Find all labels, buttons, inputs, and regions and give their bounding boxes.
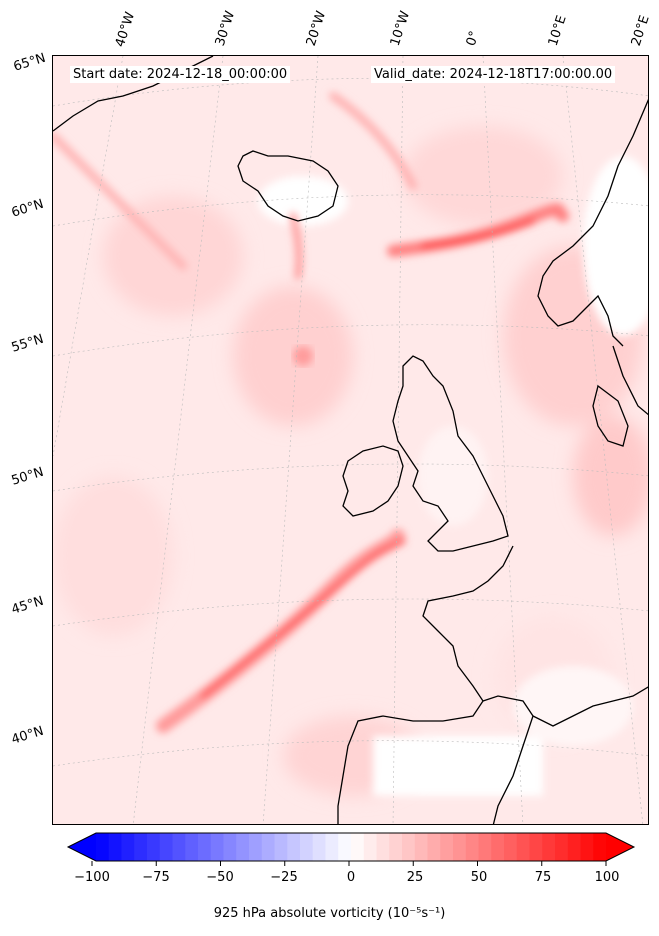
colorbar-tick-label: 75 bbox=[534, 870, 552, 885]
colorbar-segment bbox=[427, 833, 441, 861]
colorbar-segment bbox=[555, 833, 569, 861]
colorbar-segment bbox=[567, 833, 581, 861]
colorbar-tick-label: −75 bbox=[142, 870, 170, 885]
start-date-label: Start date: 2024-12-18_00:00:00 bbox=[70, 66, 291, 83]
lon-label-0: 0° bbox=[463, 29, 483, 48]
lon-label-20w: 20°W bbox=[303, 9, 330, 48]
colorbar-segment bbox=[542, 833, 556, 861]
colorbar-segment bbox=[172, 833, 186, 861]
colorbar-segment bbox=[325, 833, 339, 861]
lat-label-40n: 40°N bbox=[9, 723, 46, 748]
vorticity-bands bbox=[53, 92, 569, 733]
colorbar-tick-label: −50 bbox=[206, 870, 234, 885]
lon-label-10e: 10°E bbox=[545, 13, 570, 49]
colorbar-min-arrow bbox=[68, 833, 96, 861]
colorbar-segment bbox=[376, 833, 390, 861]
colorbar-segment bbox=[210, 833, 224, 861]
colorbar-segment bbox=[414, 833, 428, 861]
colorbar-tick-label: 0 bbox=[346, 870, 356, 885]
colorbar-segment bbox=[351, 833, 365, 861]
colorbar-segment bbox=[249, 833, 263, 861]
colorbar-tick-label: 100 bbox=[594, 870, 620, 885]
colorbar-segment bbox=[529, 833, 543, 861]
lon-label-40w: 40°W bbox=[112, 10, 139, 49]
lon-label-20e: 20°E bbox=[628, 13, 653, 49]
colorbar-segment bbox=[159, 833, 173, 861]
lon-label-30w: 30°W bbox=[212, 9, 239, 48]
colorbar-segment bbox=[389, 833, 403, 861]
colorbar-segment bbox=[478, 833, 492, 861]
map-panel bbox=[52, 55, 649, 825]
colorbar-segment bbox=[402, 833, 416, 861]
colorbar-segment bbox=[491, 833, 505, 861]
lat-label-60n: 60°N bbox=[9, 196, 46, 221]
colorbar-segment bbox=[185, 833, 199, 861]
lon-label-10w: 10°W bbox=[387, 9, 414, 48]
lat-label-45n: 45°N bbox=[9, 593, 46, 618]
lat-label-50n: 50°N bbox=[9, 464, 46, 489]
colorbar-segment bbox=[96, 833, 110, 861]
lat-label-65n: 65°N bbox=[11, 50, 48, 75]
colorbar-segments bbox=[96, 833, 607, 861]
colorbar-segment bbox=[236, 833, 250, 861]
colorbar-segment bbox=[121, 833, 135, 861]
lat-label-55n: 55°N bbox=[9, 331, 46, 356]
colorbar-segment bbox=[198, 833, 212, 861]
colorbar-tick-label: −25 bbox=[270, 870, 298, 885]
colorbar-segment bbox=[338, 833, 352, 861]
colorbar-segment bbox=[108, 833, 122, 861]
colorbar-segment bbox=[516, 833, 530, 861]
colorbar-segment bbox=[274, 833, 288, 861]
colorbar-segment bbox=[363, 833, 377, 861]
colorbar-segment bbox=[300, 833, 314, 861]
colorbar-segment bbox=[312, 833, 326, 861]
vorticity-map bbox=[53, 56, 648, 824]
colorbar-tick-label: 50 bbox=[470, 870, 488, 885]
colorbar-segment bbox=[453, 833, 467, 861]
colorbar-segment bbox=[465, 833, 479, 861]
colorbar-segment bbox=[580, 833, 594, 861]
colorbar-segment bbox=[287, 833, 301, 861]
colorbar-max-arrow bbox=[606, 833, 634, 861]
colorbar-segment bbox=[593, 833, 607, 861]
valid-date-label: Valid_date: 2024-12-18T17:00:00.00 bbox=[371, 66, 616, 83]
colorbar-title: 925 hPa absolute vorticity (10⁻⁵s⁻¹) bbox=[213, 906, 446, 921]
colorbar-tick-label: 25 bbox=[406, 870, 424, 885]
colorbar-segment bbox=[223, 833, 237, 861]
colorbar-segment bbox=[134, 833, 148, 861]
colorbar-tick-label: −100 bbox=[74, 870, 110, 885]
graticule bbox=[53, 56, 648, 824]
colorbar-segment bbox=[147, 833, 161, 861]
colorbar-segment bbox=[504, 833, 518, 861]
colorbar-segment bbox=[261, 833, 275, 861]
colorbar-segment bbox=[440, 833, 454, 861]
